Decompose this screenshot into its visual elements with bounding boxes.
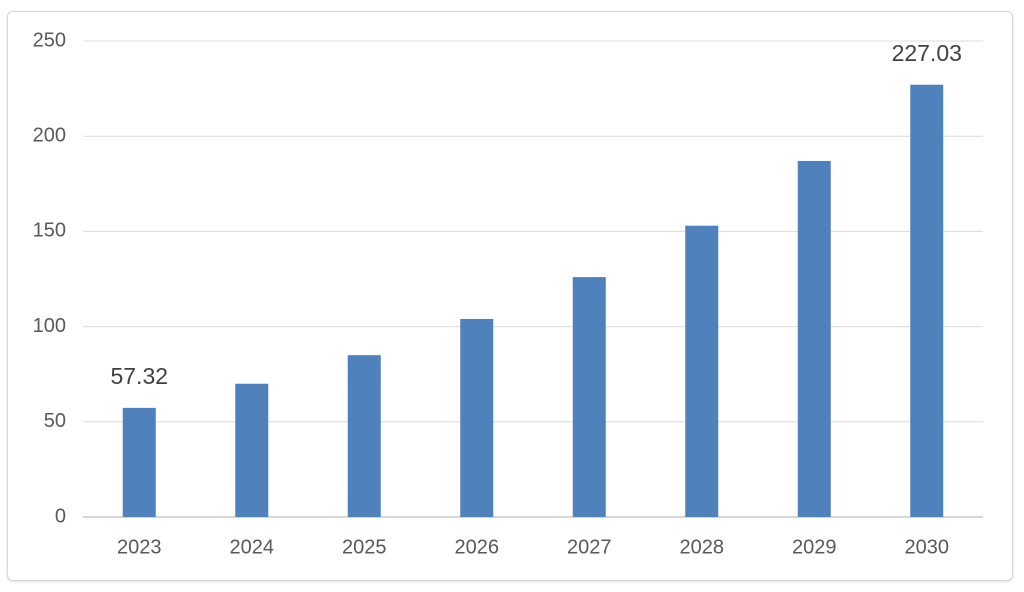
y-tick-label: 150 <box>33 220 66 242</box>
x-tick-label: 2029 <box>792 536 837 558</box>
bar <box>910 84 944 518</box>
y-tick-label: 100 <box>33 315 66 337</box>
x-tick-label: 2027 <box>567 536 612 558</box>
bar <box>572 277 606 517</box>
chart-card <box>7 11 1013 581</box>
x-tick-label: 2030 <box>905 536 950 558</box>
y-tick-label: 0 <box>55 505 66 527</box>
data-label: 57.32 <box>110 363 168 389</box>
x-tick-label: 2026 <box>455 536 500 558</box>
bar <box>685 225 719 518</box>
x-tick-label: 2024 <box>230 536 275 558</box>
y-tick-label: 200 <box>33 124 66 146</box>
bar <box>797 160 831 517</box>
y-tick-label: 50 <box>44 410 66 432</box>
bar <box>235 383 269 517</box>
bar <box>460 318 494 517</box>
x-tick-label: 2025 <box>342 536 387 558</box>
y-tick-label: 250 <box>33 29 66 51</box>
x-tick-label: 2023 <box>117 536 162 558</box>
bar <box>122 407 156 517</box>
bar <box>347 355 381 517</box>
data-label: 227.03 <box>892 40 962 66</box>
x-tick-label: 2028 <box>680 536 725 558</box>
